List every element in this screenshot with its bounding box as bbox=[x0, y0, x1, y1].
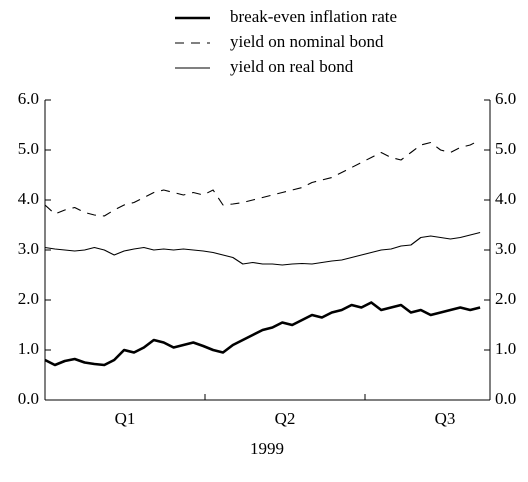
y-tick-label: 6.0 bbox=[18, 89, 39, 108]
legend-label: break-even inflation rate bbox=[230, 7, 397, 26]
y-tick-label: 2.0 bbox=[18, 289, 39, 308]
x-tick-label: Q3 bbox=[435, 409, 456, 428]
y2-tick-label: 2.0 bbox=[495, 289, 516, 308]
series-line bbox=[44, 139, 481, 217]
series-line bbox=[44, 231, 481, 266]
y-tick-label: 4.0 bbox=[18, 189, 39, 208]
x-axis-label: 1999 bbox=[250, 439, 284, 458]
y2-tick-label: 0.0 bbox=[495, 389, 516, 408]
y-tick-label: 5.0 bbox=[18, 139, 39, 158]
y-tick-label: 1.0 bbox=[18, 339, 39, 358]
legend-label: yield on nominal bond bbox=[230, 32, 384, 51]
y-tick-label: 3.0 bbox=[18, 239, 39, 258]
y2-tick-label: 4.0 bbox=[495, 189, 516, 208]
series-line bbox=[44, 301, 481, 367]
legend-label: yield on real bond bbox=[230, 57, 354, 76]
x-tick-label: Q1 bbox=[115, 409, 136, 428]
y2-tick-label: 6.0 bbox=[495, 89, 516, 108]
y-tick-label: 0.0 bbox=[18, 389, 39, 408]
x-tick-label: Q2 bbox=[275, 409, 296, 428]
y2-tick-label: 5.0 bbox=[495, 139, 516, 158]
y2-tick-label: 3.0 bbox=[495, 239, 516, 258]
y2-tick-label: 1.0 bbox=[495, 339, 516, 358]
